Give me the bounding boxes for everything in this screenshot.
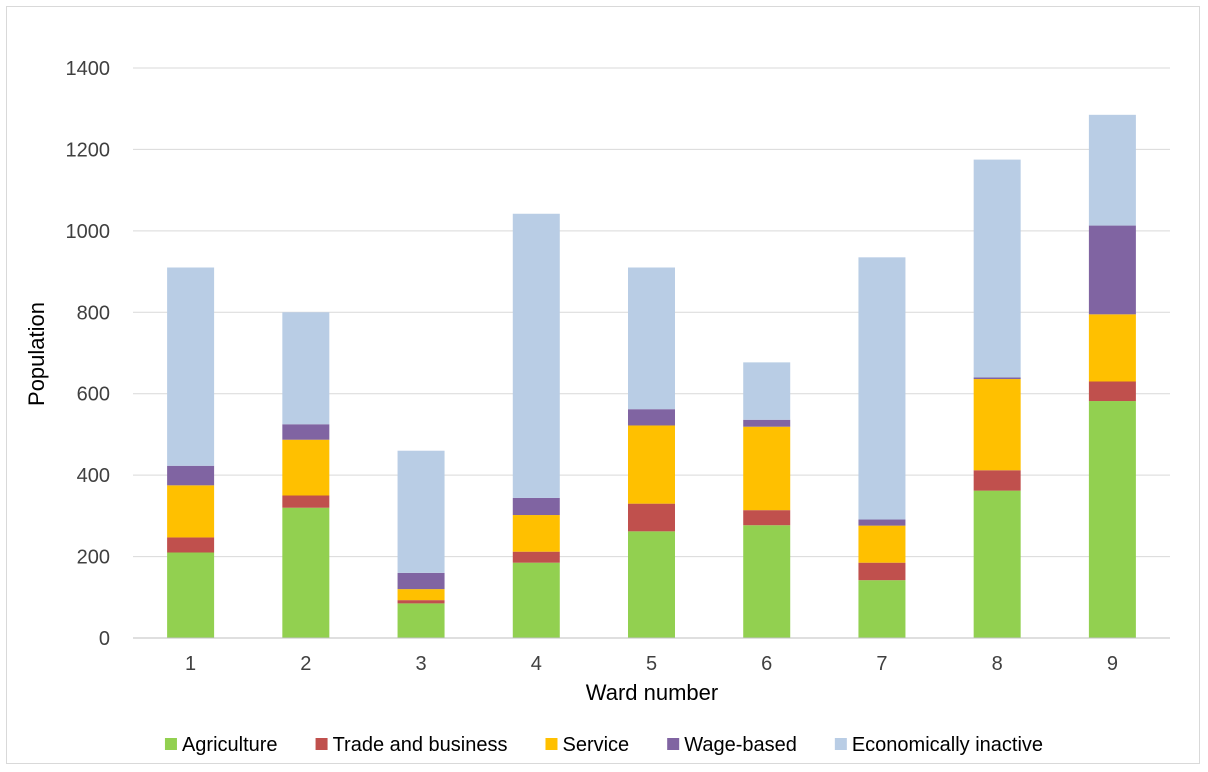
x-tick-label: 8	[992, 653, 1003, 675]
bar-segment-economically-inactive	[743, 362, 791, 420]
bar-segment-wage-based	[973, 377, 1021, 380]
bar-segment-wage-based	[282, 424, 330, 440]
bar-segment-service	[397, 589, 445, 601]
y-tick-label: 200	[77, 547, 110, 569]
bar-segment-service	[743, 426, 791, 511]
y-tick-label: 400	[77, 465, 110, 487]
legend-swatch	[667, 738, 680, 750]
legend-label: Service	[562, 734, 629, 756]
legend: Agriculture Trade and business Service Wage…	[164, 734, 1043, 756]
legend-swatch	[545, 738, 558, 750]
bar-segment-economically-inactive	[282, 312, 330, 425]
legend-swatch	[164, 738, 177, 750]
bar-segment-service	[858, 525, 906, 563]
y-tick-label: 800	[77, 302, 110, 324]
legend-label: Agriculture	[182, 734, 278, 756]
x-tick-label: 3	[415, 653, 426, 675]
y-tick-label: 0	[99, 628, 110, 650]
bar-segment-economically-inactive	[167, 267, 215, 466]
bars	[167, 114, 1136, 638]
bar-segment-wage-based	[397, 572, 445, 590]
bar-segment-trade-and-business	[282, 495, 330, 508]
bar-segment-trade-and-business	[1088, 381, 1136, 402]
bar-segment-economically-inactive	[973, 159, 1021, 378]
legend-item: Economically inactive	[834, 734, 1043, 756]
bar-segment-service	[1088, 314, 1136, 382]
y-tick-label: 1200	[66, 139, 111, 161]
bar-segment-trade-and-business	[397, 600, 445, 604]
bar-segment-service	[512, 515, 560, 552]
bar-segment-economically-inactive	[512, 213, 560, 498]
y-axis-title: Population	[24, 302, 49, 406]
legend-item: Trade and business	[315, 734, 508, 756]
bar-segment-service	[628, 425, 675, 504]
bar-segment-service	[282, 439, 330, 496]
bar-segment-wage-based	[167, 465, 215, 486]
bar-segment-trade-and-business	[973, 470, 1021, 491]
x-tick-label: 7	[876, 653, 887, 675]
bar-segment-economically-inactive	[1088, 114, 1136, 226]
legend-swatch	[315, 738, 328, 750]
bar-segment-agriculture	[512, 562, 560, 638]
x-tick-label: 5	[646, 653, 657, 675]
bar-segment-agriculture	[1088, 401, 1136, 638]
bar-segment-agriculture	[858, 580, 906, 638]
bar-segment-wage-based	[858, 519, 906, 526]
x-axis: 1 2 3 4 5 6 7 8 9	[133, 637, 1170, 675]
x-tick-label: 2	[300, 653, 311, 675]
bar-segment-trade-and-business	[628, 503, 675, 532]
y-tick-label: 600	[77, 384, 110, 406]
bar-segment-wage-based	[628, 409, 675, 426]
bar-segment-service	[167, 485, 215, 538]
legend-label: Wage-based	[684, 734, 797, 756]
bar-segment-economically-inactive	[858, 257, 906, 520]
legend-label: Trade and business	[333, 734, 508, 756]
bar-segment-agriculture	[282, 507, 330, 638]
legend-item: Agriculture	[164, 734, 278, 756]
x-axis-title: Ward number	[586, 680, 718, 705]
bar-segment-wage-based	[512, 497, 560, 516]
bar-segment-trade-and-business	[512, 551, 560, 563]
bar-segment-economically-inactive	[628, 267, 675, 410]
y-axis-ticks: 0 200 400 600 800 1000 1200 1400	[66, 58, 111, 650]
x-tick-label: 9	[1107, 653, 1118, 675]
bar-segment-agriculture	[628, 531, 675, 638]
bar-segment-trade-and-business	[858, 562, 906, 581]
bar-segment-agriculture	[973, 490, 1021, 638]
x-tick-label: 4	[531, 653, 542, 675]
bar-segment-service	[973, 379, 1021, 471]
legend-swatch	[834, 738, 847, 750]
bar-segment-wage-based	[743, 419, 791, 427]
bar-segment-agriculture	[167, 552, 215, 638]
y-tick-label: 1400	[66, 58, 111, 80]
bar-segment-trade-and-business	[743, 510, 791, 526]
bar-segment-trade-and-business	[167, 537, 215, 553]
legend-item: Wage-based	[667, 734, 797, 756]
x-tick-label: 1	[185, 653, 196, 675]
legend-item: Service	[545, 734, 629, 756]
y-tick-label: 1000	[66, 221, 111, 243]
x-tick-label: 6	[761, 653, 772, 675]
bar-segment-agriculture	[743, 525, 791, 638]
bar-segment-agriculture	[397, 603, 445, 638]
legend-label: Economically inactive	[852, 734, 1043, 756]
bar-segment-wage-based	[1088, 225, 1136, 315]
bar-segment-economically-inactive	[397, 450, 445, 573]
